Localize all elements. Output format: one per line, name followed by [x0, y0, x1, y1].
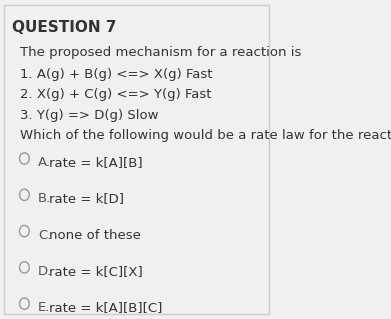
Text: The proposed mechanism for a reaction is: The proposed mechanism for a reaction is	[20, 46, 302, 59]
Text: rate = k[D]: rate = k[D]	[49, 192, 124, 205]
Text: rate = k[C][X]: rate = k[C][X]	[49, 265, 142, 278]
FancyBboxPatch shape	[4, 4, 269, 314]
Circle shape	[20, 262, 29, 273]
Text: 2. X(g) + C(g) <=> Y(g) Fast: 2. X(g) + C(g) <=> Y(g) Fast	[20, 88, 212, 101]
Text: 1. A(g) + B(g) <=> X(g) Fast: 1. A(g) + B(g) <=> X(g) Fast	[20, 68, 213, 81]
Text: none of these: none of these	[49, 228, 141, 241]
Text: rate = k[A][B][C]: rate = k[A][B][C]	[49, 301, 162, 314]
Text: E.: E.	[38, 301, 50, 314]
Text: 3. Y(g) => D(g) Slow: 3. Y(g) => D(g) Slow	[20, 109, 159, 122]
Text: C.: C.	[38, 228, 51, 241]
Circle shape	[20, 298, 29, 309]
Text: rate = k[A][B]: rate = k[A][B]	[49, 156, 142, 169]
Circle shape	[20, 153, 29, 164]
Text: QUESTION 7: QUESTION 7	[12, 20, 117, 35]
Text: B.: B.	[38, 192, 51, 205]
Circle shape	[20, 189, 29, 200]
Circle shape	[20, 226, 29, 237]
Text: D.: D.	[38, 265, 52, 278]
Text: A.: A.	[38, 156, 51, 169]
Text: Which of the following would be a rate law for the reaction?: Which of the following would be a rate l…	[20, 129, 391, 142]
